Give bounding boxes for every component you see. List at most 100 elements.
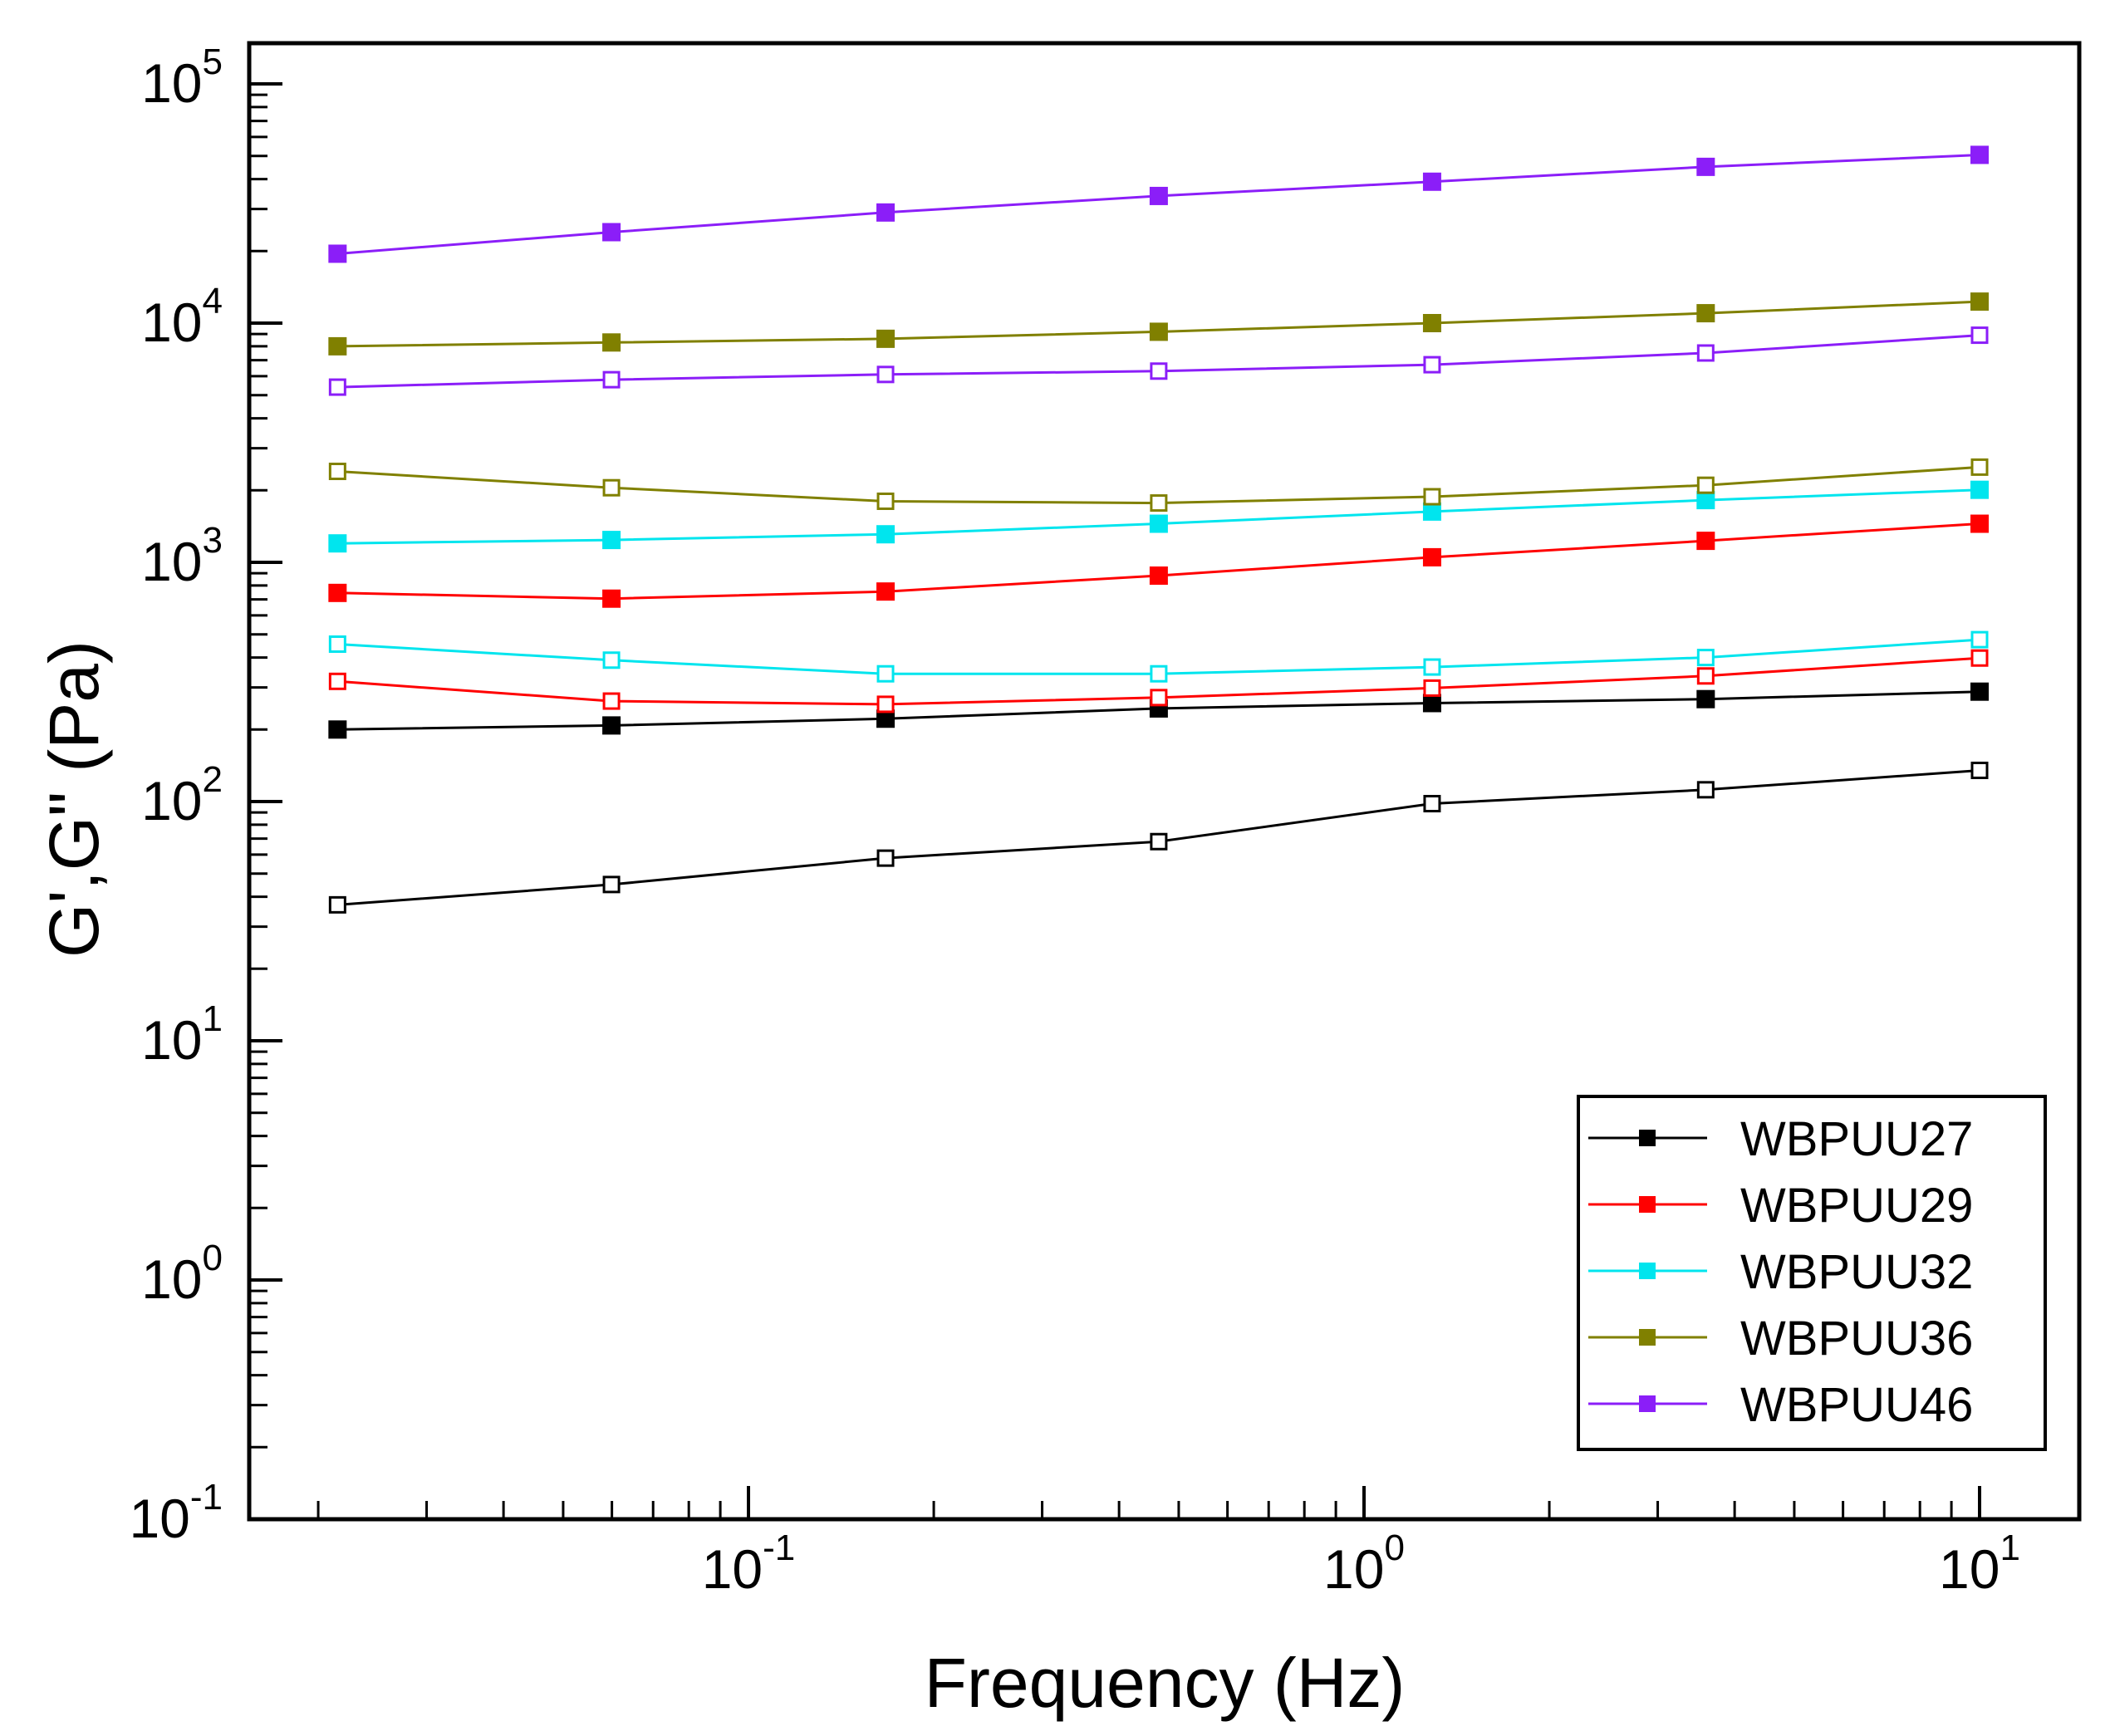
data-point-open bbox=[328, 895, 346, 914]
legend-label: WBPUU32 bbox=[1740, 1245, 1973, 1299]
series-wbpuu46-loss-modulus bbox=[328, 326, 1989, 396]
legend-entry: WBPUU32 bbox=[1588, 1245, 1973, 1299]
data-point-filled bbox=[1149, 322, 1168, 341]
legend: WBPUU27 WBPUU29 WBPUU32 WBPUU36 WBPUU46 bbox=[1577, 1095, 2047, 1451]
data-point-filled bbox=[1970, 292, 1989, 311]
legend-marker bbox=[1639, 1395, 1656, 1412]
data-point-open bbox=[1696, 649, 1715, 667]
data-point-filled bbox=[1696, 157, 1715, 176]
legend-label: WBPUU36 bbox=[1740, 1312, 1973, 1366]
x-axis-title: Frequency (Hz) bbox=[925, 1644, 1406, 1722]
y-tick-label: 101 bbox=[141, 998, 223, 1071]
series-wbpuu32-storage-modulus bbox=[328, 480, 1989, 553]
data-point-filled bbox=[1696, 304, 1715, 323]
data-point-filled bbox=[602, 531, 621, 550]
data-point-open bbox=[1696, 667, 1715, 685]
data-point-filled bbox=[1149, 186, 1168, 205]
plot-area-frame bbox=[247, 41, 2082, 1522]
series-wbpuu29-storage-modulus bbox=[328, 514, 1989, 608]
data-point-filled bbox=[1970, 145, 1989, 164]
data-point-open bbox=[1970, 458, 1989, 476]
y-tick-label: 102 bbox=[141, 759, 223, 831]
data-point-filled bbox=[328, 336, 347, 356]
data-point-open bbox=[1696, 781, 1715, 799]
data-point-filled bbox=[1422, 172, 1441, 191]
data-point-filled bbox=[1970, 682, 1989, 701]
legend-label: WBPUU46 bbox=[1740, 1378, 1973, 1432]
data-point-open bbox=[1696, 476, 1715, 494]
y-tick-label: 104 bbox=[141, 281, 223, 353]
x-tick-label: 100 bbox=[1323, 1528, 1405, 1600]
data-point-open bbox=[1423, 488, 1441, 506]
data-point-filled bbox=[602, 589, 621, 608]
data-point-filled bbox=[1149, 566, 1168, 585]
data-point-filled bbox=[1422, 547, 1441, 566]
series-wbpuu32-loss-modulus bbox=[328, 630, 1989, 683]
data-point-open bbox=[1150, 832, 1168, 851]
series-wbpuu36-storage-modulus bbox=[328, 292, 1989, 356]
data-point-filled bbox=[1696, 532, 1715, 551]
y-tick-label: 105 bbox=[141, 42, 223, 114]
data-point-filled bbox=[1970, 480, 1989, 499]
y-tick-label: 103 bbox=[141, 520, 223, 592]
data-point-open bbox=[602, 875, 621, 894]
series-wbpuu46-storage-modulus bbox=[328, 145, 1989, 263]
data-point-filled bbox=[602, 716, 621, 735]
data-point-open bbox=[876, 849, 895, 867]
legend-marker bbox=[1639, 1196, 1656, 1213]
legend-entry: WBPUU36 bbox=[1588, 1312, 1973, 1366]
data-point-filled bbox=[876, 525, 896, 544]
data-point-open bbox=[328, 635, 346, 653]
legend-entry: WBPUU29 bbox=[1588, 1179, 1973, 1233]
data-point-filled bbox=[1422, 502, 1441, 521]
data-point-filled bbox=[328, 720, 347, 739]
data-point-open bbox=[1150, 494, 1168, 512]
data-point-open bbox=[1970, 761, 1989, 779]
data-point-open bbox=[876, 695, 895, 714]
legend-box bbox=[1577, 1095, 2047, 1451]
data-point-open bbox=[602, 478, 621, 497]
legend-entry: WBPUU27 bbox=[1588, 1112, 1973, 1166]
data-point-filled bbox=[602, 333, 621, 352]
legend-marker bbox=[1639, 1329, 1656, 1346]
data-point-open bbox=[602, 370, 621, 389]
data-point-open bbox=[1423, 658, 1441, 676]
x-tick-label: 10-1 bbox=[702, 1528, 796, 1600]
y-axis-title: G',G" (Pa) bbox=[35, 640, 113, 958]
data-point-open bbox=[876, 664, 895, 683]
series-wbpuu29-loss-modulus bbox=[328, 649, 1989, 714]
legend-marker bbox=[1639, 1263, 1656, 1279]
legend-label: WBPUU27 bbox=[1740, 1112, 1973, 1166]
data-point-filled bbox=[876, 203, 896, 222]
data-point-open bbox=[602, 651, 621, 669]
x-tick-label: 101 bbox=[1939, 1528, 2020, 1600]
data-point-open bbox=[602, 692, 621, 710]
data-point-filled bbox=[1696, 491, 1715, 510]
y-tick-label: 10-1 bbox=[129, 1477, 223, 1549]
y-tick-label: 100 bbox=[141, 1238, 223, 1310]
data-point-filled bbox=[876, 329, 896, 348]
data-point-filled bbox=[328, 583, 347, 602]
data-point-open bbox=[1150, 689, 1168, 707]
data-point-filled bbox=[1696, 689, 1715, 709]
data-point-filled bbox=[1422, 314, 1441, 332]
series-wbpuu27-loss-modulus bbox=[328, 761, 1989, 914]
data-point-open bbox=[1970, 630, 1989, 649]
data-point-open bbox=[328, 378, 346, 396]
data-point-filled bbox=[1422, 694, 1441, 713]
data-point-open bbox=[1696, 344, 1715, 362]
data-point-open bbox=[1150, 362, 1168, 380]
data-point-open bbox=[1423, 679, 1441, 697]
data-point-open bbox=[1970, 649, 1989, 667]
data-point-open bbox=[876, 365, 895, 384]
legend-label: WBPUU29 bbox=[1740, 1179, 1973, 1233]
data-point-open bbox=[1423, 356, 1441, 374]
data-point-open bbox=[1423, 795, 1441, 813]
data-point-open bbox=[1150, 664, 1168, 683]
data-point-open bbox=[1970, 326, 1989, 345]
data-point-filled bbox=[1970, 514, 1989, 533]
data-point-filled bbox=[1149, 514, 1168, 533]
